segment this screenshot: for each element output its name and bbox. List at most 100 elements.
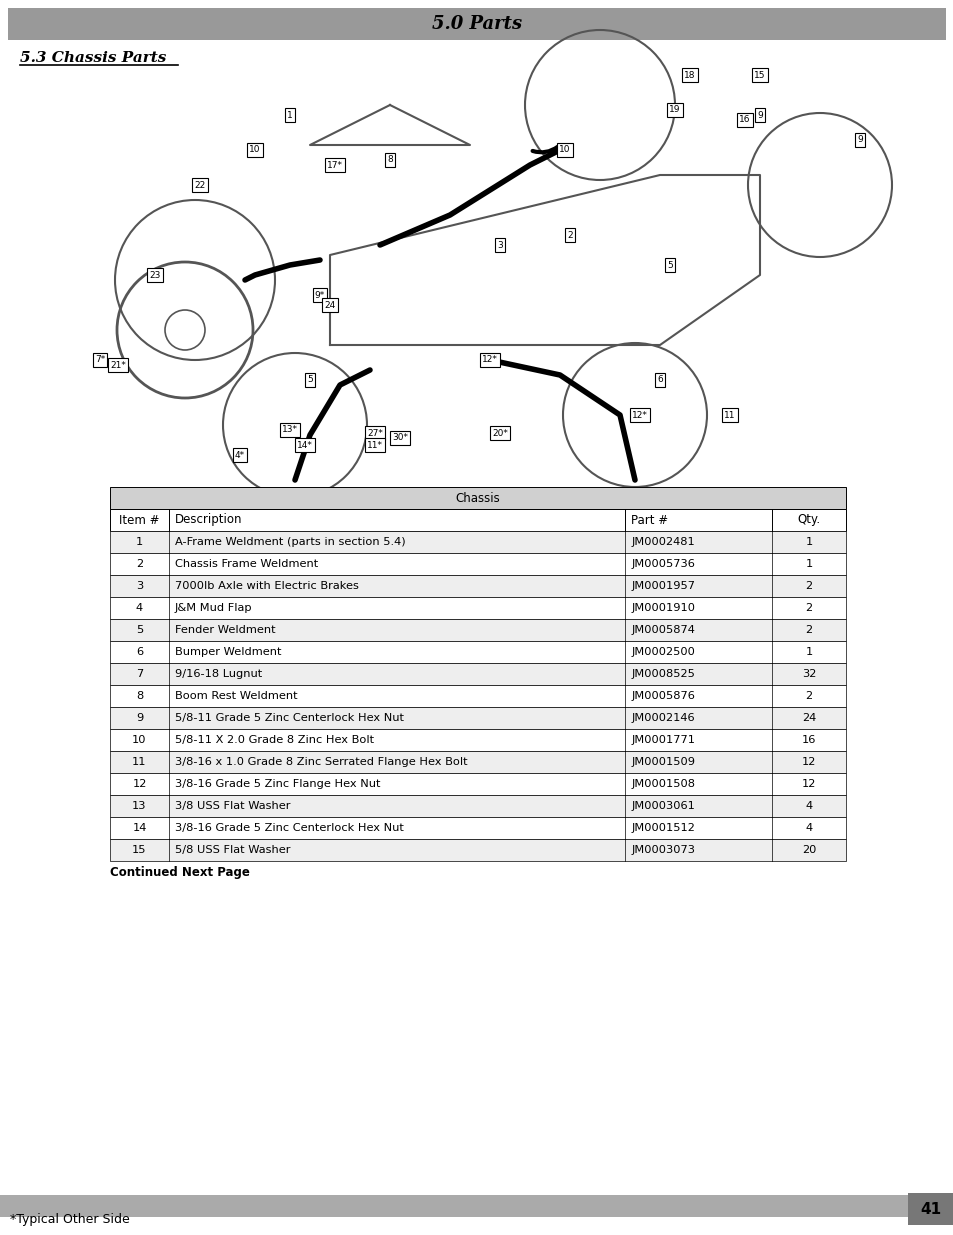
Bar [110,597,845,619]
Text: 11: 11 [132,757,147,767]
Text: J&M Mud Flap: J&M Mud Flap [174,603,253,613]
Text: 1: 1 [135,537,143,547]
Text: 2: 2 [135,559,143,569]
Bar [110,795,845,818]
Text: 10: 10 [558,146,570,154]
Bar [110,729,845,751]
Text: 12: 12 [801,779,816,789]
Text: Part #: Part # [631,514,668,526]
Bar [110,685,845,706]
Text: 9: 9 [135,713,143,722]
Text: 24: 24 [801,713,816,722]
Text: 20: 20 [801,845,816,855]
Text: 16: 16 [801,735,816,745]
Text: 23: 23 [150,270,160,279]
Text: 19: 19 [669,105,680,115]
Text: 4: 4 [135,603,143,613]
Text: 3/8-16 Grade 5 Zinc Centerlock Hex Nut: 3/8-16 Grade 5 Zinc Centerlock Hex Nut [174,823,403,832]
Text: 4: 4 [804,823,812,832]
Text: 12: 12 [801,757,816,767]
Text: 2: 2 [804,603,812,613]
Text: 5: 5 [666,261,672,269]
Text: 9*: 9* [314,290,325,300]
Text: Fender Weldment: Fender Weldment [174,625,275,635]
Bar [110,576,845,597]
Text: 6: 6 [135,647,143,657]
Text: 15: 15 [132,845,147,855]
Text: 1: 1 [804,559,812,569]
Bar [110,773,845,795]
Text: JM0001508: JM0001508 [631,779,695,789]
Text: Description: Description [174,514,242,526]
Text: JM0002481: JM0002481 [631,537,694,547]
Text: 1: 1 [287,110,293,120]
Text: JM0002146: JM0002146 [631,713,694,722]
Text: 27*: 27* [367,429,382,437]
Text: 5/8-11 X 2.0 Grade 8 Zinc Hex Bolt: 5/8-11 X 2.0 Grade 8 Zinc Hex Bolt [174,735,374,745]
Text: Chassis: Chassis [456,492,500,505]
Text: Chassis Frame Weldment: Chassis Frame Weldment [174,559,317,569]
Text: 3/8-16 Grade 5 Zinc Flange Hex Nut: 3/8-16 Grade 5 Zinc Flange Hex Nut [174,779,380,789]
Bar [907,1193,953,1225]
Text: *Typical Other Side: *Typical Other Side [10,1213,130,1226]
Bar [0,1195,953,1216]
Text: JM0005736: JM0005736 [631,559,695,569]
Text: 13*: 13* [282,426,297,435]
Text: 7000lb Axle with Electric Brakes: 7000lb Axle with Electric Brakes [174,580,358,592]
Text: 3: 3 [497,241,502,249]
Text: 9: 9 [757,110,762,120]
Text: 18: 18 [683,70,695,79]
Text: 14: 14 [132,823,147,832]
Text: 9: 9 [856,136,862,144]
Text: 6: 6 [657,375,662,384]
Text: JM0005876: JM0005876 [631,692,695,701]
Bar [110,619,845,641]
Text: 11*: 11* [367,441,382,450]
Text: 4*: 4* [234,451,245,459]
Text: 5.3 Chassis Parts: 5.3 Chassis Parts [20,51,166,65]
Bar [110,751,845,773]
Text: 16: 16 [739,116,750,125]
Text: JM0005874: JM0005874 [631,625,695,635]
Bar [8,7,945,40]
Text: JM0001910: JM0001910 [631,603,695,613]
Text: 24: 24 [324,300,335,310]
Text: 10: 10 [249,146,260,154]
Text: 13: 13 [132,802,147,811]
Bar [110,706,845,729]
Text: 7*: 7* [94,356,105,364]
Text: A-Frame Weldment (parts in section 5.4): A-Frame Weldment (parts in section 5.4) [174,537,405,547]
Text: 22: 22 [194,180,206,189]
Text: Item #: Item # [119,514,159,526]
Text: Continued Next Page: Continued Next Page [110,866,250,879]
Text: 12: 12 [132,779,147,789]
Text: Bumper Weldment: Bumper Weldment [174,647,281,657]
Text: 12*: 12* [481,356,497,364]
Text: 3: 3 [135,580,143,592]
Text: JM0001509: JM0001509 [631,757,695,767]
Text: 21*: 21* [110,361,126,369]
Text: 10: 10 [132,735,147,745]
Text: JM0003061: JM0003061 [631,802,695,811]
Text: JM0003073: JM0003073 [631,845,695,855]
Text: 20*: 20* [492,429,507,437]
Text: 1: 1 [804,647,812,657]
Text: 5/8-11 Grade 5 Zinc Centerlock Hex Nut: 5/8-11 Grade 5 Zinc Centerlock Hex Nut [174,713,403,722]
Bar [110,663,845,685]
Text: 5/8 USS Flat Washer: 5/8 USS Flat Washer [174,845,290,855]
Text: 5: 5 [135,625,143,635]
Text: 15: 15 [754,70,765,79]
Bar [8,70,945,480]
Bar [110,531,845,553]
Text: JM0001512: JM0001512 [631,823,695,832]
Bar [110,509,845,531]
Text: 8: 8 [135,692,143,701]
Text: 8: 8 [387,156,393,164]
Text: 3/8-16 x 1.0 Grade 8 Zinc Serrated Flange Hex Bolt: 3/8-16 x 1.0 Grade 8 Zinc Serrated Flang… [174,757,467,767]
Text: JM0008525: JM0008525 [631,669,695,679]
Text: 9/16-18 Lugnut: 9/16-18 Lugnut [174,669,262,679]
Text: 1: 1 [804,537,812,547]
Text: 30*: 30* [392,433,408,442]
Text: Qty.: Qty. [797,514,820,526]
Text: 2: 2 [804,692,812,701]
